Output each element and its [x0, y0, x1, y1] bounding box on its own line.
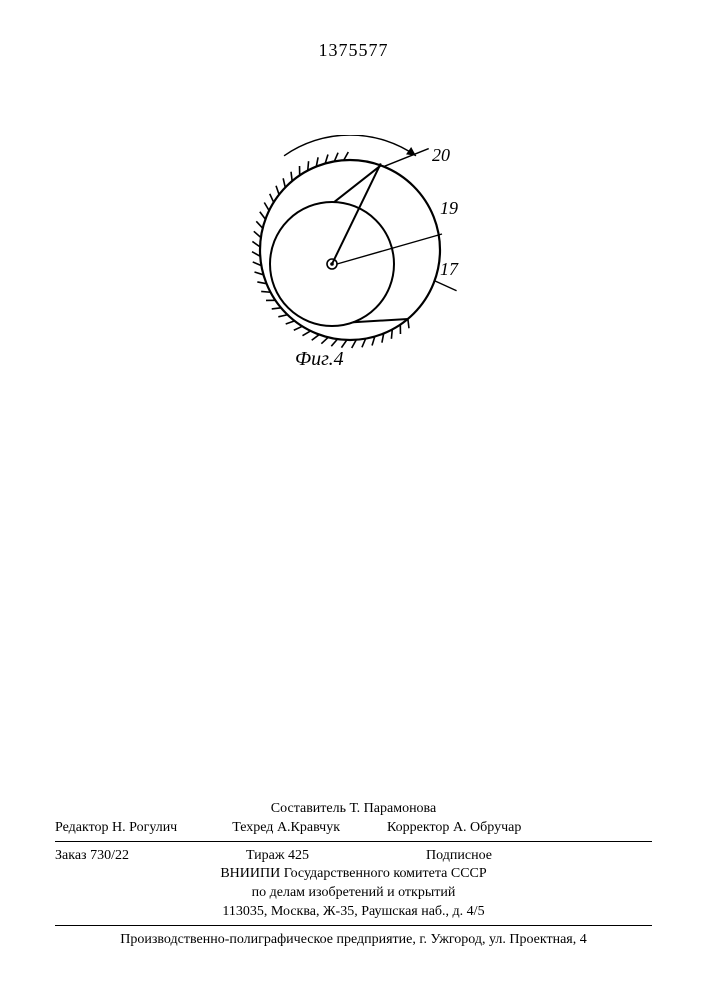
corrector-name: А. Обручар [453, 820, 521, 835]
order-line: Заказ 730/22 Тираж 425 Подписное [55, 847, 652, 866]
credits-line: Редактор Н. Рогулич Техред А.Кравчук Кор… [55, 819, 652, 838]
compiler-line: Составитель Т. Парамонова [55, 800, 652, 819]
compiler-name: Т. Парамонова [350, 801, 437, 816]
org-line-2: по делам изобретений и открытий [55, 884, 652, 903]
techred-label: Техред [232, 820, 273, 835]
press-line: Производственно-полиграфическое предприя… [55, 931, 652, 950]
subscription: Подписное [426, 848, 492, 863]
document-number: 1375577 [0, 40, 707, 61]
compiler-label: Составитель [271, 801, 346, 816]
order-no: 730/22 [90, 848, 129, 863]
figure-4 [230, 135, 490, 365]
editor-label: Редактор [55, 820, 109, 835]
rule-2 [55, 925, 652, 926]
figure-caption: Фиг.4 [295, 348, 344, 371]
footer-block: Составитель Т. Парамонова Редактор Н. Ро… [55, 800, 652, 950]
editor-name: Н. Рогулич [112, 820, 177, 835]
label-17: 17 [440, 259, 458, 280]
org-addr: 113035, Москва, Ж-35, Раушская наб., д. … [55, 903, 652, 922]
techred-name: А.Кравчук [277, 820, 340, 835]
corrector-label: Корректор [387, 820, 449, 835]
tirazh-label: Тираж [246, 848, 285, 863]
rule-1 [55, 841, 652, 842]
figure-svg [230, 135, 490, 365]
order-label: Заказ [55, 848, 87, 863]
org-line-1: ВНИИПИ Государственного комитета СССР [55, 865, 652, 884]
page: 1375577 20 19 17 Фиг.4 Составитель Т. Па… [0, 0, 707, 1000]
label-19: 19 [440, 198, 458, 219]
tirazh-no: 425 [288, 848, 309, 863]
label-20: 20 [432, 145, 450, 166]
